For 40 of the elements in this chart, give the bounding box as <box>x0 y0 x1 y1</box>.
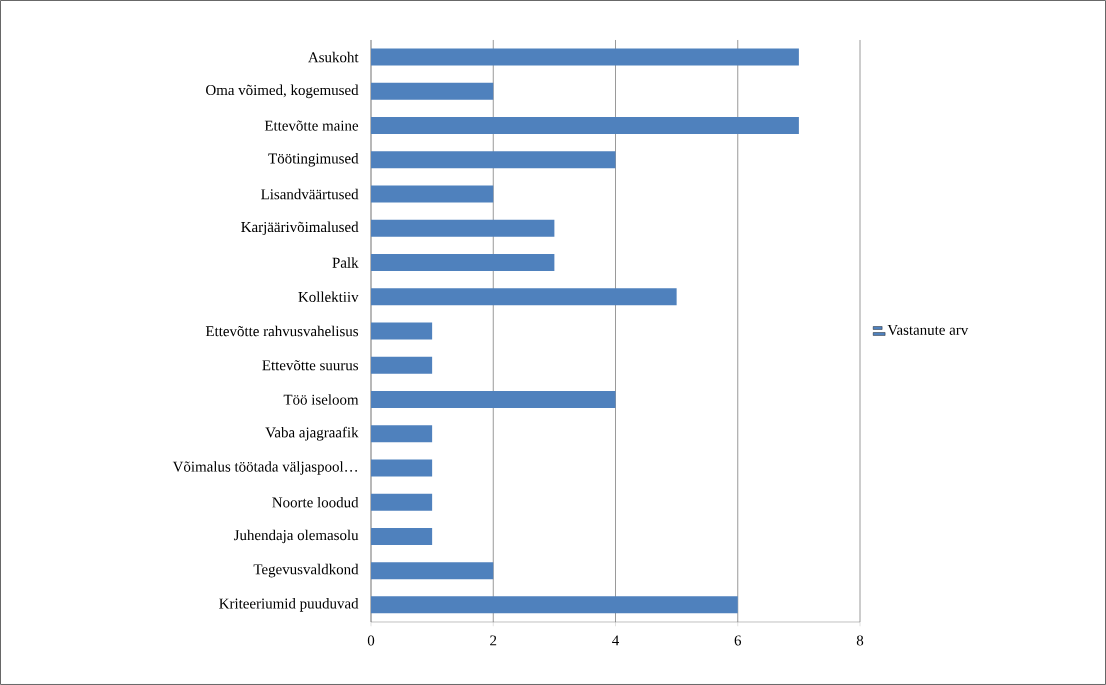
y-tick-label: Asukoht <box>308 51 359 63</box>
bar <box>371 596 738 614</box>
y-tick-label: Ettevõtte maine <box>264 120 359 131</box>
y-tick-label: Vaba ajagraafik <box>265 426 359 441</box>
bar <box>371 219 555 237</box>
y-tick-label: Töötingimused <box>268 153 359 167</box>
y-tick-label: Juhendaja olemasolu <box>233 529 359 544</box>
y-tick-label: Oma võimed, kogemused <box>206 84 359 99</box>
x-tick-label: 6 <box>734 635 742 646</box>
bar <box>371 254 555 272</box>
bar <box>371 425 433 443</box>
bar <box>371 527 433 545</box>
bar <box>371 117 799 135</box>
bar <box>371 390 616 408</box>
y-tick-label: Lisandväärtused <box>261 188 359 200</box>
y-tick-label: Karjäärivõimalused <box>241 221 359 236</box>
bar <box>371 562 494 580</box>
y-tick-label: Võimalus töötada väljaspool… <box>172 461 358 475</box>
y-tick-label: Noorte loodud <box>272 496 359 508</box>
bar <box>371 459 433 477</box>
bar <box>371 288 677 306</box>
y-tick-label: Ettevõtte suurus <box>262 360 359 371</box>
legend-label: Vastanute arv <box>887 324 969 335</box>
x-tick-label: 2 <box>490 635 497 646</box>
bar <box>371 82 494 100</box>
bar <box>371 185 494 203</box>
y-tick-label: Kollektiiv <box>298 291 359 303</box>
y-tick-label: Tegevusvaldkond <box>253 563 359 578</box>
y-tick-label: Kriteeriumid puuduvad <box>219 598 359 612</box>
x-tick-label: 0 <box>367 635 375 646</box>
bar <box>371 48 799 66</box>
x-tick-label: 4 <box>612 635 620 646</box>
bar <box>371 151 616 169</box>
bar <box>371 322 433 340</box>
bar <box>371 493 433 511</box>
y-tick-label: Palk <box>332 257 359 268</box>
bar <box>371 356 433 374</box>
y-tick-label: Ettevõtte rahvusvahelisus <box>205 325 359 337</box>
y-tick-label: Töö iseloom <box>283 394 359 405</box>
x-tick-label: 8 <box>856 635 864 646</box>
